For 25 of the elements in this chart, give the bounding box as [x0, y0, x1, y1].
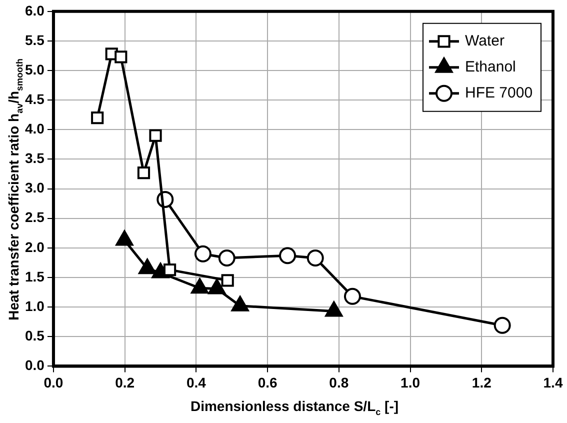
x-tick-label: 0.8	[329, 374, 349, 390]
y-tick-label: 3.5	[24, 150, 45, 166]
y-tick-label: 3.0	[24, 180, 45, 196]
y-tick-label: 2.0	[24, 238, 45, 255]
x-tick-label: 0.2	[115, 374, 135, 390]
legend-label: Water	[465, 32, 504, 50]
y-tick-label: 1.0	[24, 298, 45, 314]
y-tick-label: 0.0	[24, 357, 45, 374]
legend-label: Ethanol	[465, 58, 516, 76]
y-tick-label: 4.5	[24, 90, 45, 107]
y-tick-label: 5.5	[24, 32, 45, 48]
y-tick-label: 6.0	[24, 2, 45, 18]
x-tick-label: 0.0	[44, 374, 64, 390]
x-tick-label: 0.6	[258, 374, 278, 390]
x-tick-label: 1.4	[543, 374, 563, 390]
x-axis-title: Dimensionless distance S/L$_{c}$ [-]	[189, 398, 400, 417]
x-tick-label: 0.4	[186, 374, 206, 390]
y-tick-label: 2.5	[24, 209, 45, 226]
y-tick-label: 1.5	[24, 268, 45, 284]
y-tick-label: 0.5	[24, 327, 45, 344]
x-tick-label: 1.2	[472, 374, 492, 390]
y-tick-label: 4.0	[24, 120, 45, 137]
legend-label: HFE 7000	[465, 84, 533, 102]
x-tick-label: 1.0	[400, 374, 420, 390]
y-tick-label: 5.0	[24, 61, 45, 78]
